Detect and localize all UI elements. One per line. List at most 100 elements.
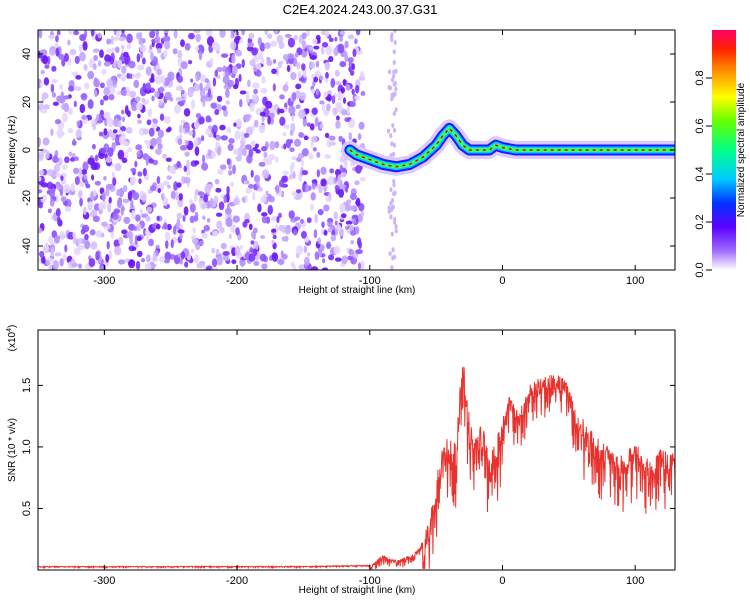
noise-dot: [235, 118, 243, 127]
noise-dot: [266, 56, 271, 62]
noise-dot: [140, 258, 146, 263]
noise-dot: [191, 238, 199, 245]
noise-dot: [67, 39, 71, 46]
noise-dot: [149, 30, 156, 39]
noise-dot: [211, 41, 219, 50]
noise-dot: [337, 224, 342, 231]
x-tick-label: -300: [93, 575, 115, 587]
noise-dot: [156, 68, 163, 76]
noise-dot: [261, 212, 268, 217]
noise-dot: [69, 48, 77, 56]
noise-dot: [161, 225, 169, 230]
noise-dot: [235, 49, 242, 57]
noise-dot: [201, 162, 209, 171]
noise-dot: [115, 136, 119, 147]
noise-dot: [334, 37, 338, 42]
noise-dot: [354, 180, 360, 186]
noise-dot: [124, 55, 129, 66]
noise-dot: [344, 40, 349, 49]
noise-dot: [249, 102, 255, 112]
noise-dot: [135, 214, 141, 222]
noise-dot: [54, 119, 62, 125]
noise-dot: [134, 73, 140, 79]
noise-dot: [170, 239, 174, 249]
noise-dot: [105, 157, 113, 163]
noise-dot: [98, 113, 102, 124]
noise-dot: [390, 231, 394, 237]
noise-dot: [55, 35, 59, 43]
noise-dot: [331, 230, 336, 236]
noise-dot: [73, 100, 77, 108]
noise-dot: [334, 69, 340, 77]
noise-dot: [141, 193, 147, 203]
noise-dot: [159, 113, 165, 121]
noise-dot: [145, 82, 151, 91]
noise-dot: [122, 198, 130, 204]
noise-dot: [176, 160, 181, 168]
noise-dot: [393, 80, 397, 86]
noise-dot: [284, 224, 291, 235]
noise-dot: [106, 38, 112, 45]
noise-dot: [231, 65, 238, 75]
noise-dot: [252, 191, 256, 202]
noise-dot: [54, 252, 62, 257]
noise-dot: [136, 53, 141, 63]
noise-dot: [269, 140, 276, 151]
noise-dot: [176, 85, 181, 91]
noise-dot: [309, 123, 315, 131]
noise-dot: [214, 69, 219, 77]
noise-dot: [312, 38, 318, 45]
noise-dot: [251, 94, 256, 100]
noise-dot: [81, 114, 87, 120]
noise-dot: [118, 129, 123, 135]
noise-dot: [139, 208, 143, 215]
noise-dot: [323, 229, 328, 236]
noise-dot: [349, 230, 357, 236]
noise-dot: [112, 129, 118, 134]
noise-dot: [271, 68, 277, 75]
noise-dot: [295, 83, 302, 90]
noise-dot: [349, 100, 357, 108]
noise-dot: [232, 83, 239, 90]
noise-dot: [78, 167, 83, 176]
noise-dot: [179, 233, 183, 240]
noise-dot: [98, 202, 105, 211]
colorbar-ticks: 0.0 0.2 0.4 0.6 0.8: [694, 70, 712, 278]
noise-dot: [348, 118, 356, 129]
noise-dot: [342, 97, 347, 104]
noise-dot: [224, 71, 230, 78]
noise-dot: [120, 44, 125, 50]
noise-dot: [294, 138, 302, 147]
noise-dot: [275, 156, 279, 163]
noise-dot: [267, 193, 273, 202]
noise-dot: [209, 197, 214, 206]
noise-dot: [146, 119, 152, 126]
noise-dot: [253, 88, 259, 95]
noise-dot: [183, 165, 188, 172]
noise-dot: [184, 124, 190, 133]
noise-dot: [213, 195, 219, 205]
noise-dot: [163, 30, 169, 34]
noise-dot: [261, 263, 268, 270]
noise-dot: [277, 259, 285, 265]
noise-dot: [348, 131, 353, 141]
noise-dot: [165, 240, 169, 249]
noise-dot: [58, 95, 66, 104]
noise-dot: [317, 237, 322, 245]
noise-dot: [324, 30, 330, 38]
noise-dot: [47, 208, 52, 214]
noise-dot: [261, 215, 268, 224]
noise-dot: [102, 95, 109, 101]
noise-dot: [183, 206, 189, 216]
noise-dot: [160, 74, 166, 84]
noise-dot: [317, 208, 324, 216]
noise-dot: [38, 169, 45, 176]
noise-dot: [282, 84, 289, 92]
noise-dot: [261, 76, 266, 84]
noise-dot: [162, 49, 168, 58]
noise-dot: [351, 88, 355, 95]
noise-dot: [358, 121, 365, 130]
noise-dot: [238, 74, 242, 82]
noise-dot: [266, 59, 273, 67]
noise-dot: [387, 205, 391, 211]
